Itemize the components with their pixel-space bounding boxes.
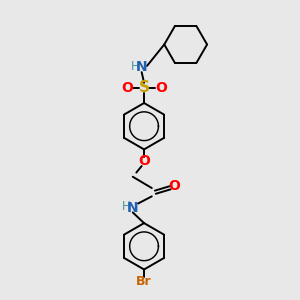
Text: H: H [122, 200, 130, 213]
Text: O: O [155, 81, 167, 94]
Text: N: N [127, 201, 139, 215]
Text: O: O [122, 81, 133, 94]
Text: Br: Br [136, 275, 152, 289]
Text: S: S [139, 80, 150, 95]
Text: O: O [138, 154, 150, 168]
Text: N: N [136, 60, 148, 74]
Text: O: O [168, 179, 180, 193]
Text: H: H [130, 60, 139, 73]
